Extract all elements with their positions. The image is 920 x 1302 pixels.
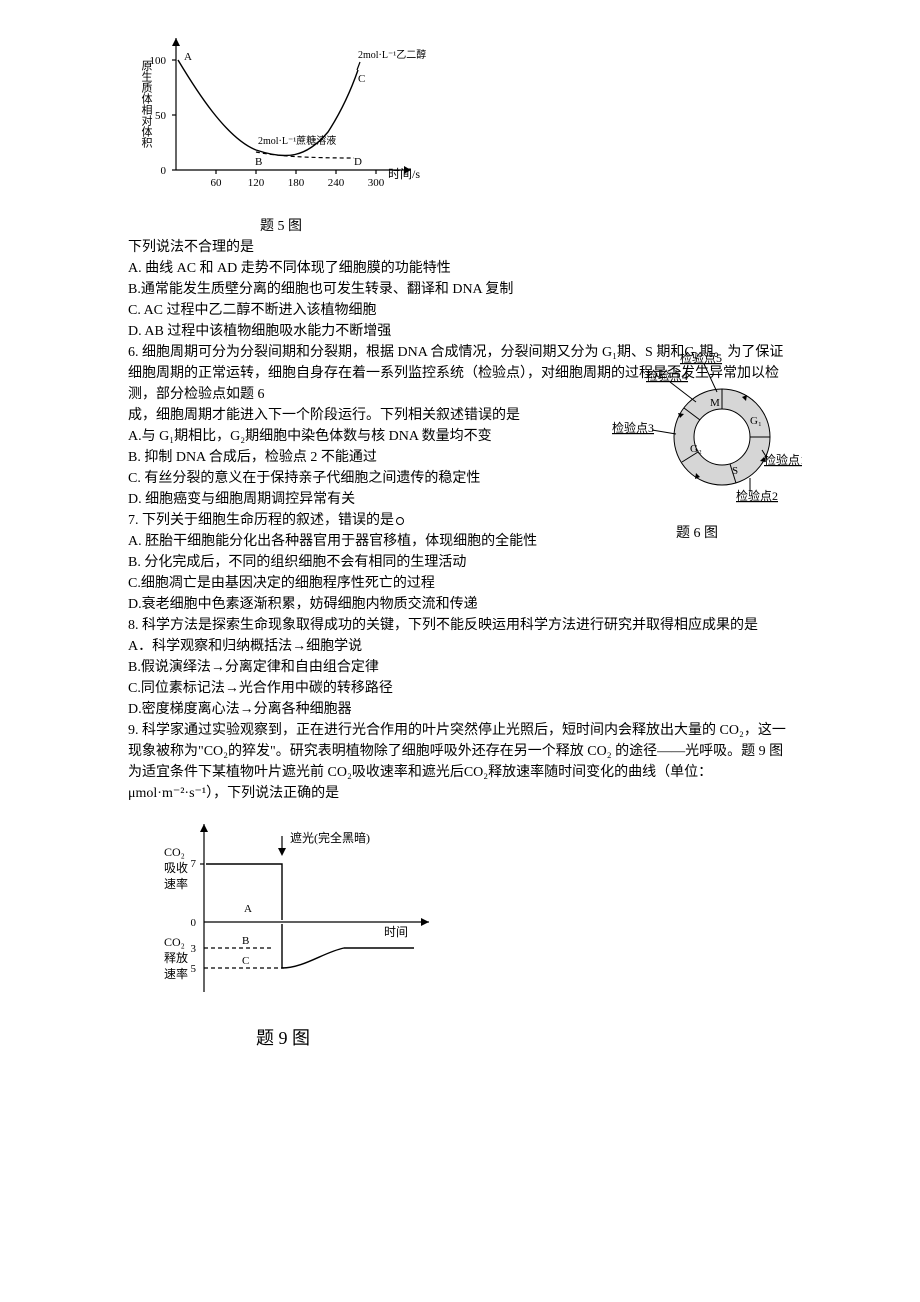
fig6-phase-G1: G₁	[750, 415, 762, 427]
fig6-phase-S: S	[732, 465, 738, 477]
q8-option-D: D.密度梯度离心法→分离各种细胞器	[128, 699, 792, 720]
fig5-xtick-300: 300	[368, 177, 385, 189]
fig5-xtick-240: 240	[328, 177, 345, 189]
fig5-label-bd: 2mol·L⁻¹蔗糖溶液	[258, 134, 336, 147]
q7-option-D: D.衰老细胞中色素逐渐积累，妨碍细胞内物质交流和传递	[128, 594, 792, 615]
fig6-phase-G2: G₂	[690, 443, 702, 455]
fig5-xlabel: 时间/s	[388, 167, 420, 181]
fig5-point-C: C	[358, 73, 365, 85]
fig5-ylabel: 原生质体相对体积	[140, 60, 153, 149]
q5-option-A: A. 曲线 AC 和 AD 走势不同体现了细胞膜的功能特性	[128, 258, 792, 279]
fig9-ylabel-u3: 速率	[164, 876, 188, 891]
figure-5-caption: 题 5 图	[136, 216, 426, 237]
q9-stem: 9. 科学家通过实验观察到，正在进行光合作用的叶片突然停止光照后，短时间内会释放…	[128, 720, 792, 804]
dot-icon	[396, 517, 404, 525]
q8-stem: 8. 科学方法是探索生命现象取得成功的关键，下列不能反映运用科学方法进行研究并取…	[128, 615, 792, 636]
fig5-xtick-120: 120	[248, 177, 265, 189]
q6-option-B: B. 抑制 DNA 合成后，检验点 2 不能通过	[128, 447, 548, 468]
fig5-xtick-180: 180	[288, 177, 305, 189]
q5-option-C: C. AC 过程中乙二醇不断进入该植物细胞	[128, 300, 792, 321]
fig9-tick-7: 7	[191, 858, 197, 870]
figure-9-caption: 题 9 图	[128, 1025, 438, 1052]
fig9-ylabel-l3: 速率	[164, 966, 188, 981]
fig5-point-B: B	[255, 156, 262, 168]
q6-option-D: D. 细胞癌变与细胞周期调控异常有关	[128, 489, 548, 510]
q8-option-C: C.同位素标记法→光合作用中碳的转移路径	[128, 678, 792, 699]
fig9-tick-0: 0	[191, 917, 197, 929]
fig6-cp1: 检验点1	[764, 452, 802, 467]
q7-stem-text: 7. 下列关于细胞生命历程的叙述，错误的是	[128, 513, 394, 528]
q7-option-C: C.细胞凋亡是由基因决定的细胞程序性死亡的过程	[128, 573, 792, 594]
q6-option-A: A.与 G₁期相比，G₂期细胞中染色体数与核 DNA 数量均不变	[128, 426, 548, 447]
fig9-ylabel-l1: CO₂	[164, 935, 185, 949]
fig9-ylabel-l2: 释放	[164, 950, 188, 965]
fig6-phase-M: M	[710, 397, 720, 409]
figure-6-caption: 题 6 图	[592, 523, 802, 544]
q6-stem2: 成，细胞周期才能进入下一个阶段运行。下列相关叙述错误的是	[128, 405, 548, 426]
fig9-point-C: C	[242, 955, 249, 967]
fig5-xtick-60: 60	[211, 177, 223, 189]
fig6-cp2: 检验点2	[736, 488, 778, 503]
q5-option-B: B.通常能发生质壁分离的细胞也可发生转录、翻译和 DNA 复制	[128, 279, 792, 300]
fig5-point-D: D	[354, 156, 362, 168]
fig9-tick-5: 5	[191, 963, 197, 975]
fig9-point-B: B	[242, 935, 249, 947]
q5-option-D: D. AB 过程中该植物细胞吸水能力不断增强	[128, 321, 792, 342]
figure-5-svg: 0 50 100 原生质体相对体积 60 120 180 240 300 时间/…	[136, 20, 426, 210]
fig6-cp3: 检验点3	[612, 420, 654, 435]
fig5-ytick-0: 0	[161, 165, 167, 177]
fig9-arrow-label: 遮光(完全黑暗)	[290, 830, 370, 845]
figure-9: CO₂ 吸收 速率 CO₂ 释放 速率 7 0 3 5 时间 A B C 遮光(…	[128, 804, 792, 1052]
q6-option-C: C. 有丝分裂的意义在于保持亲子代细胞之间遗传的稳定性	[128, 468, 548, 489]
fig9-xlabel: 时间	[384, 925, 408, 939]
fig5-ytick-50: 50	[155, 110, 167, 122]
fig6-cp5: 检验点5	[680, 352, 722, 365]
q6-block: 6. 细胞周期可分为分裂间期和分裂期，根据 DNA 合成情况，分裂间期又分为 G…	[128, 342, 792, 510]
fig9-ylabel-u2: 吸收	[164, 861, 188, 875]
fig5-point-A: A	[184, 51, 192, 63]
q7-option-B: B. 分化完成后，不同的组织细胞不会有相同的生理活动	[128, 552, 792, 573]
fig9-tick-3: 3	[191, 943, 197, 955]
q8-option-B: B.假说演绎法→分离定律和自由组合定律	[128, 657, 792, 678]
fig6-cp4: 检验点4	[646, 368, 688, 383]
fig9-point-A: A	[244, 903, 252, 915]
figure-5: 0 50 100 原生质体相对体积 60 120 180 240 300 时间/…	[128, 20, 792, 237]
q8-option-A: A．科学观察和归纳概括法→细胞学说	[128, 636, 792, 657]
figure-6-svg: M G₁ S G₂ 检验点5 检验点4 检验点3 检验点1 检验点2	[592, 352, 802, 512]
fig5-label-ac: 2mol·L⁻¹乙二醇溶液	[358, 48, 426, 61]
fig5-ytick-100: 100	[150, 55, 167, 67]
q5-stem: 下列说法不合理的是	[128, 237, 792, 258]
fig9-ylabel-u1: CO₂	[164, 845, 185, 859]
figure-9-svg: CO₂ 吸收 速率 CO₂ 释放 速率 7 0 3 5 时间 A B C 遮光(…	[134, 812, 444, 1012]
figure-6: M G₁ S G₂ 检验点5 检验点4 检验点3 检验点1 检验点2 题 6 图	[592, 352, 802, 544]
